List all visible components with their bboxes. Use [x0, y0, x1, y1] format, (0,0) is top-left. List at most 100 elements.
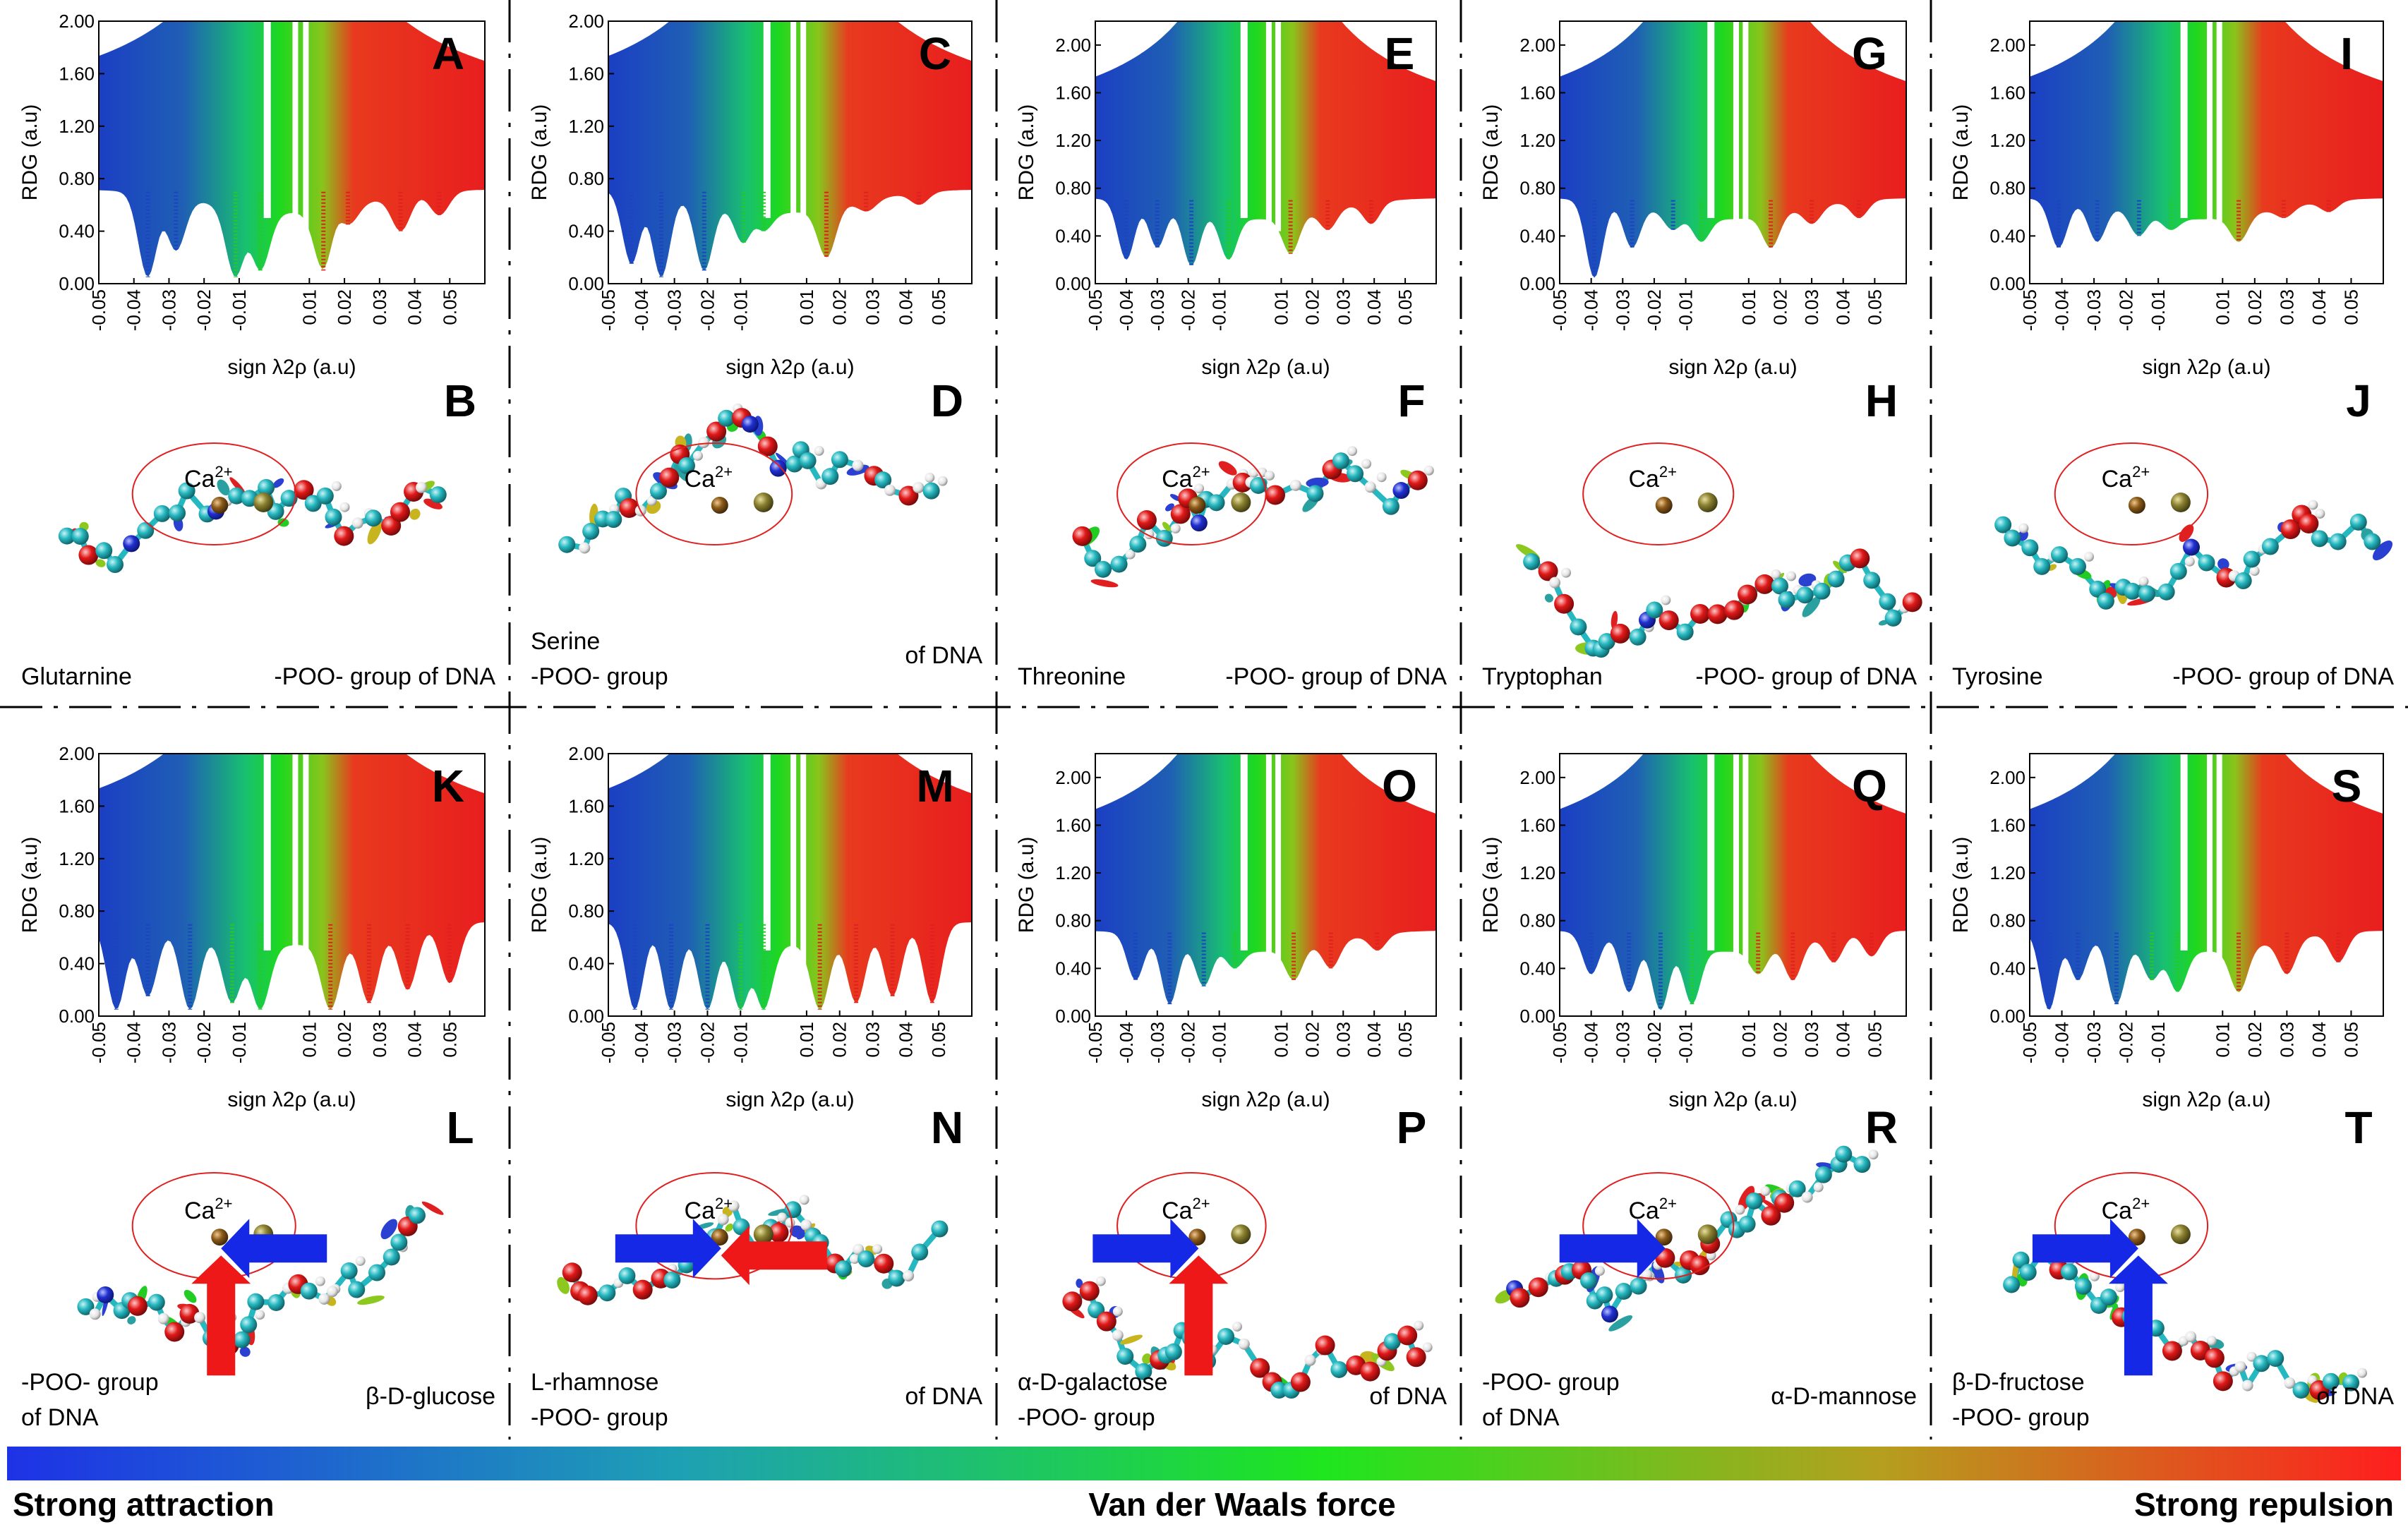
x-axis-title: sign λ2ρ (a.u)	[726, 1088, 854, 1111]
carbon-atom	[821, 468, 839, 485]
carbon-atom	[2329, 533, 2347, 550]
carbon-atom	[340, 1262, 358, 1279]
hydrogen-atom	[339, 502, 350, 512]
oxygen-atom	[562, 1262, 582, 1283]
panel-letter: I	[2340, 28, 2353, 79]
x-tick-label: 0.02	[2244, 1022, 2265, 1058]
carbon-atom	[784, 1201, 802, 1219]
x-tick-label: -0.01	[1675, 1022, 1697, 1063]
phosphorus-atom	[1231, 493, 1251, 512]
molecule-label: -POO- group	[531, 1404, 668, 1431]
y-tick-label: 0.40	[1519, 225, 1555, 246]
structure-panel-P: Ca2+ α-D-galactose -POO- group of DNA P	[1018, 1102, 1447, 1431]
x-tick-label: -0.05	[2019, 289, 2040, 331]
scatter-cloud-Q	[1560, 754, 1906, 1010]
hydrogen-atom	[1423, 465, 1434, 476]
plot-frame	[2029, 753, 2384, 1017]
x-tick-label: -0.03	[158, 289, 179, 331]
y-tick-label: 0.80	[568, 900, 604, 922]
y-tick-label: 1.60	[1055, 814, 1091, 835]
hydrogen-atom	[1594, 1266, 1605, 1276]
plot-frame	[1559, 753, 1907, 1017]
rdg-chart-S: 0.000.400.801.201.602.00-0.05 -0.04 -0.03-…	[1949, 753, 2384, 1111]
y-tick-label: 1.20	[568, 116, 604, 137]
hydrogen-atom	[925, 472, 935, 483]
oxygen-atom	[1610, 623, 1630, 644]
hydrogen-atom	[1801, 1191, 1813, 1203]
hydrogen-atom	[850, 1254, 860, 1265]
scatter-cloud-O	[1095, 754, 1436, 1005]
carbon-atom	[1596, 1286, 1613, 1304]
y-tick-label: 1.20	[1989, 130, 2025, 151]
x-tick-label: 0.01	[299, 289, 320, 325]
carbon-atom	[1788, 1180, 1806, 1197]
nitrogen-atom	[1190, 514, 1208, 532]
molecule-label: -POO- group	[531, 663, 668, 690]
x-axis-title: sign λ2ρ (a.u)	[1668, 1088, 1797, 1111]
hydrogen-atom	[2246, 1351, 2257, 1362]
scatter-cloud-I	[2030, 21, 2383, 248]
molecule-label: of DNA	[1482, 1404, 1560, 1431]
carbon-atom	[1675, 1266, 1692, 1284]
carbon-atom	[831, 451, 848, 469]
y-tick-label: 0.40	[568, 953, 604, 974]
rdg-chart-C: 0.000.400.801.201.602.00-0.05 -0.04 -0.03-…	[528, 11, 973, 379]
hydrogen-atom	[937, 476, 948, 486]
nci-isosurface	[217, 479, 230, 496]
x-tick-label: 0.05	[928, 289, 949, 325]
x-tick-label: 0.03	[369, 1022, 390, 1058]
carbon-atom	[2234, 572, 2252, 590]
x-tick-label: -0.05	[1085, 289, 1106, 331]
hydrogen-atom	[1549, 577, 1561, 589]
rdg-chart-E: 0.000.400.801.201.602.00-0.05 -0.04 -0.03-…	[1015, 20, 1437, 379]
carbon-atom	[911, 1243, 929, 1261]
x-tick-label: -0.01	[229, 289, 250, 331]
carbon-atom	[1306, 485, 1324, 502]
scatter-gap	[1240, 21, 1248, 218]
panel-letter: G	[1852, 28, 1887, 79]
x-tick-label: -0.04	[1116, 1022, 1137, 1063]
x-tick-label: 0.04	[895, 1022, 916, 1058]
nci-isosurface	[127, 1316, 136, 1324]
scatter-gap	[303, 754, 309, 964]
scatter-gap	[292, 754, 299, 964]
plot-frame	[1559, 20, 1907, 284]
carbon-atom	[1863, 572, 1881, 589]
carbon-atom	[1383, 1333, 1401, 1351]
x-tick-label: -0.05	[598, 289, 619, 331]
y-tick-label: 0.00	[1055, 1006, 1091, 1027]
y-axis-title: RDG (a.u)	[528, 837, 551, 934]
scatter-cloud-K	[99, 754, 485, 1010]
x-tick-label: 0.03	[862, 289, 884, 325]
molecule-label: β-D-fructose	[1952, 1369, 2085, 1396]
scatter-cloud-G	[1560, 21, 1906, 278]
x-tick-label: 0.01	[1270, 289, 1292, 325]
y-tick-label: 0.40	[1519, 958, 1555, 979]
hydrogen-atom	[318, 1293, 330, 1305]
y-axis-title: RDG (a.u)	[18, 837, 42, 934]
hydrogen-atom	[2185, 1331, 2197, 1343]
molecule-label: Glutarnine	[21, 663, 132, 690]
carbon-atom	[1579, 1272, 1597, 1290]
y-tick-label: 1.20	[568, 848, 604, 869]
molecule-label: of DNA	[905, 642, 982, 669]
colorbar-middle-label: Van der Waals force	[1088, 1486, 1395, 1523]
calcium-atom	[211, 1229, 229, 1246]
oxygen-atom	[78, 545, 99, 565]
hydrogen-atom	[351, 517, 363, 529]
structure-panel-T: Ca2+ β-D-fructose -POO- group of DNA T	[1952, 1102, 2394, 1431]
x-tick-label: 0.04	[2308, 289, 2330, 325]
x-tick-label: 0.05	[1395, 289, 1416, 325]
interaction-ellipse	[1582, 1172, 1735, 1280]
x-tick-label: 0.01	[1270, 1022, 1292, 1058]
carbon-atom	[2261, 538, 2279, 555]
carbon-atom	[1155, 529, 1173, 547]
x-tick-label: 0.05	[928, 1022, 949, 1058]
x-tick-label: 0.04	[404, 1022, 426, 1058]
calcium-ion-label: Ca2+	[2102, 463, 2150, 493]
y-tick-label: 0.40	[59, 221, 95, 242]
molecule-label: of DNA	[1369, 1383, 1447, 1410]
hydrogen-atom	[2206, 1335, 2217, 1346]
hydrogen-atom	[1125, 549, 1136, 560]
hydrogen-atom	[355, 1255, 366, 1266]
